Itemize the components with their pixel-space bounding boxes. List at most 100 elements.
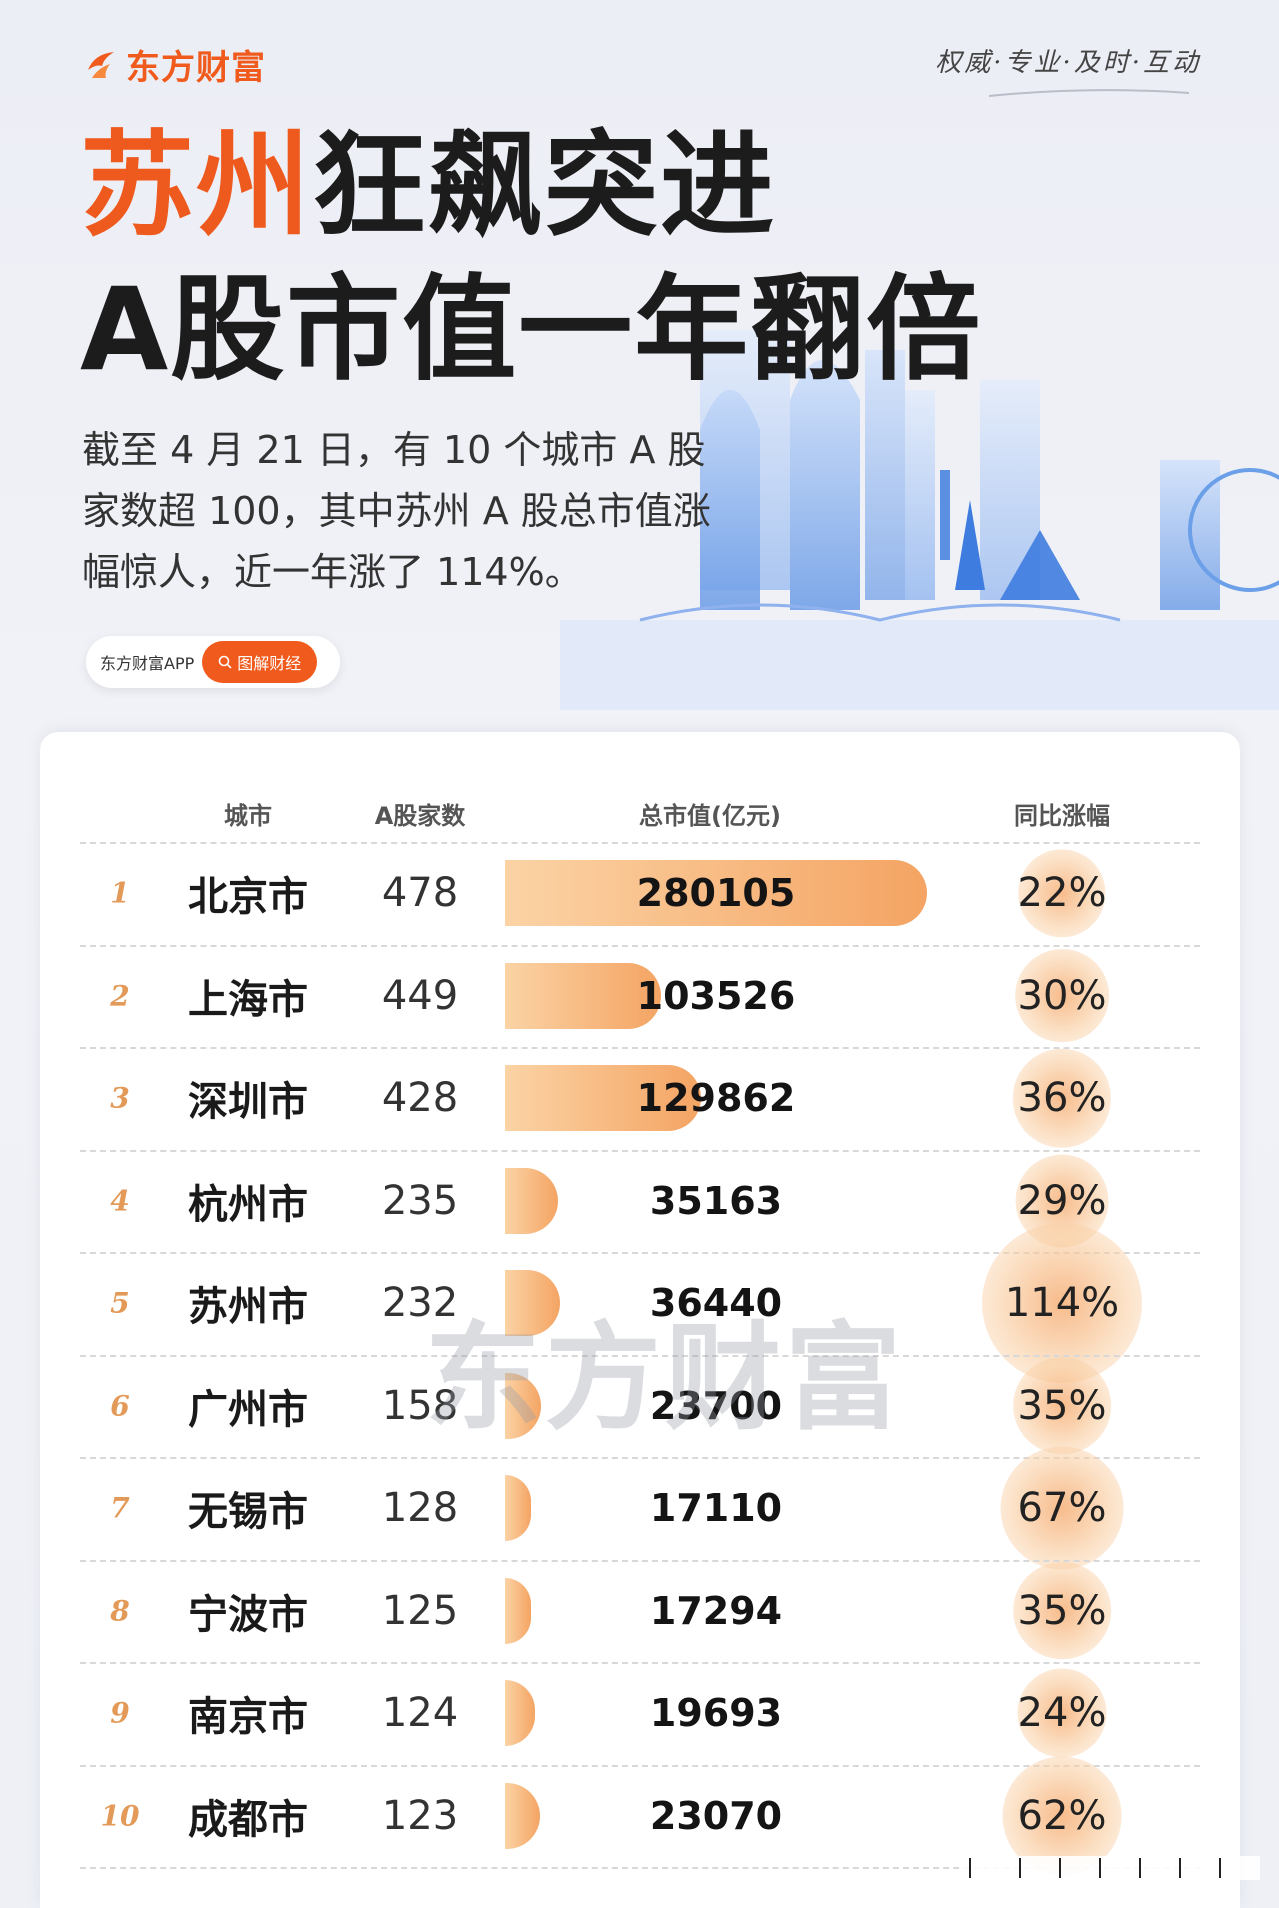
- row-divider: [80, 1559, 1200, 1562]
- growth-bubble: [1000, 1446, 1124, 1570]
- city-name: 北京市: [188, 874, 308, 921]
- stock-count: 428: [381, 1075, 459, 1122]
- rank-number: 1: [110, 876, 130, 910]
- column-header-market-cap: 总市值(亿元): [639, 802, 781, 830]
- growth-value: 30%: [1017, 972, 1107, 1019]
- growth-bubble: [1013, 1561, 1111, 1660]
- stock-count: 235: [381, 1177, 459, 1224]
- market-cap-bar: [505, 1167, 558, 1234]
- growth-bubble: [1015, 948, 1109, 1043]
- city-name: 上海市: [188, 976, 308, 1023]
- row-divider: [80, 1662, 1200, 1664]
- market-cap-value: 17294: [649, 1588, 783, 1633]
- stock-count: 478: [381, 870, 459, 917]
- stock-count: 123: [381, 1792, 459, 1839]
- row-divider: [80, 1867, 1200, 1869]
- growth-bubble: [1002, 1756, 1122, 1876]
- rank-number: 2: [110, 979, 130, 1013]
- market-cap-value: 103526: [636, 973, 796, 1018]
- slogan-brush-icon: [989, 89, 1189, 97]
- market-cap-bar: [505, 1065, 701, 1132]
- growth-bubble: [1013, 1356, 1111, 1455]
- rank-number: 7: [110, 1491, 130, 1525]
- market-cap-value: 23700: [649, 1383, 783, 1428]
- city-name: 无锡市: [188, 1489, 308, 1536]
- market-cap-bar: [505, 1372, 541, 1439]
- market-cap-value: 23070: [649, 1793, 783, 1838]
- city-name: 杭州市: [188, 1181, 308, 1228]
- market-cap-value: 35163: [649, 1178, 783, 1223]
- market-cap-bar: [505, 1782, 540, 1849]
- stock-count: 232: [381, 1280, 459, 1327]
- growth-value: 24%: [1017, 1690, 1107, 1737]
- growth-value: 35%: [1017, 1382, 1107, 1429]
- row-divider: [80, 1457, 1200, 1459]
- search-icon: [218, 655, 232, 669]
- ranking-table: 城市 A股家数 总市值(亿元) 同比涨幅 1 北京市 478 280105 22% 2 上海…: [40, 732, 1240, 1908]
- rank-number: 6: [110, 1389, 130, 1423]
- row-divider: [80, 944, 1200, 947]
- city-name: 苏州市: [188, 1284, 308, 1331]
- brand-name: 东方财富: [126, 48, 266, 88]
- brand-slogan: 权威·专业·及时·互动: [935, 48, 1201, 78]
- app-tag-button[interactable]: 图解财经: [202, 641, 318, 683]
- column-header-count: A股家数: [374, 802, 466, 830]
- rank-number: 9: [110, 1696, 130, 1730]
- row-divider: [80, 1252, 1200, 1254]
- growth-value: 67%: [1017, 1485, 1107, 1532]
- row-divider: [80, 842, 1200, 844]
- market-cap-bar: [505, 1577, 532, 1644]
- market-cap-bar: [505, 860, 927, 927]
- growth-value: 35%: [1017, 1587, 1107, 1634]
- market-cap-value: 280105: [636, 871, 796, 916]
- stock-count: 158: [381, 1382, 459, 1429]
- row-divider: [80, 1764, 1200, 1767]
- rank-number: 3: [110, 1081, 130, 1115]
- row-divider: [80, 1149, 1200, 1152]
- growth-value: 36%: [1017, 1075, 1107, 1122]
- city-name: 广州市: [188, 1386, 308, 1433]
- column-header-growth: 同比涨幅: [1014, 802, 1110, 830]
- growth-bubble: [1017, 1668, 1107, 1758]
- subtitle: 截至 4 月 21 日，有 10 个城市 A 股家数超 100，其中苏州 A 股…: [82, 428, 711, 594]
- headline-line1: 苏州狂飙突进: [80, 118, 776, 255]
- rank-number: 10: [100, 1799, 140, 1833]
- rank-number: 8: [110, 1594, 130, 1628]
- app-tag-label: 图解财经: [237, 654, 302, 673]
- city-name: 南京市: [188, 1694, 308, 1741]
- market-cap-value: 129862: [636, 1076, 796, 1121]
- headline-highlight: 苏州: [80, 119, 313, 252]
- market-cap-value: 17110: [649, 1486, 783, 1531]
- market-cap-bar: [505, 1475, 531, 1542]
- market-cap-bar: [505, 1270, 560, 1337]
- city-name: 深圳市: [188, 1079, 308, 1126]
- brand-logo-icon: [88, 51, 114, 78]
- stock-count: 128: [381, 1485, 459, 1532]
- rank-number: 4: [110, 1184, 130, 1218]
- growth-value: 62%: [1017, 1792, 1107, 1839]
- market-cap-bar: [505, 1680, 535, 1747]
- app-name: 东方财富APP: [100, 654, 195, 673]
- stock-count: 125: [381, 1587, 459, 1634]
- city-name: 宁波市: [188, 1591, 308, 1638]
- filmstrip-icon: [960, 1856, 1260, 1880]
- city-skyline-illustration: [560, 330, 1279, 710]
- growth-value: 22%: [1017, 870, 1107, 917]
- market-cap-value: 36440: [649, 1281, 783, 1326]
- growth-bubble: [1018, 849, 1106, 937]
- headline-line2: A股市值一年翻倍: [80, 263, 983, 396]
- market-cap-value: 19693: [649, 1691, 783, 1736]
- app-pill[interactable]: 东方财富APP 图解财经: [86, 636, 340, 688]
- headline-rest: 狂飙突进: [312, 119, 777, 252]
- growth-bubble: [1012, 1049, 1112, 1148]
- growth-value: 29%: [1017, 1177, 1107, 1224]
- stock-count: 449: [381, 972, 459, 1019]
- row-divider: [80, 1354, 1200, 1357]
- column-header-city: 城市: [224, 802, 272, 830]
- rank-number: 5: [110, 1286, 130, 1320]
- stock-count: 124: [381, 1690, 459, 1737]
- city-name: 成都市: [188, 1796, 308, 1843]
- market-cap-bar: [505, 962, 661, 1029]
- growth-value: 114%: [1004, 1280, 1120, 1327]
- brand-logo: 东方财富: [84, 40, 266, 89]
